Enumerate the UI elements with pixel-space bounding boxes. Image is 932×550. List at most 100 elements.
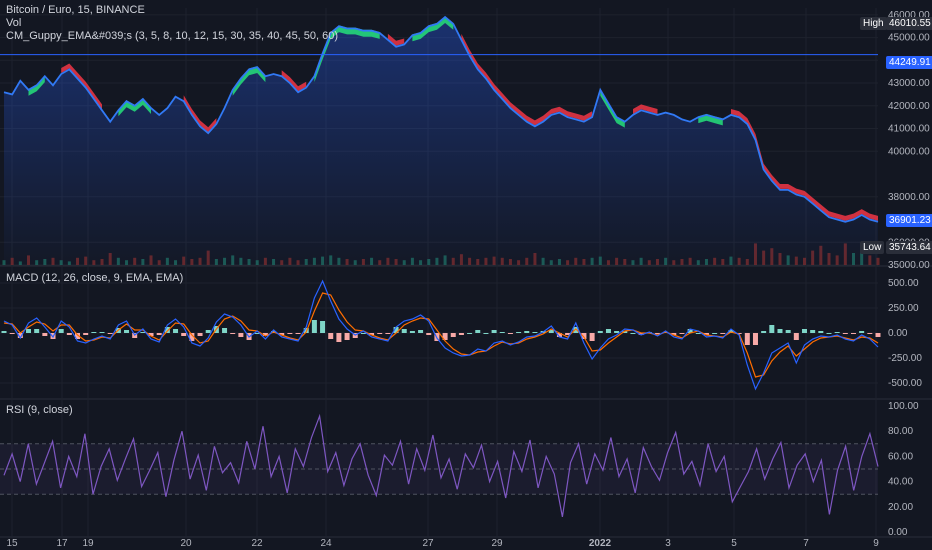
time-tick-label: 5 (731, 538, 737, 549)
time-tick-label: 29 (491, 538, 503, 549)
macd-tick-label: 250.00 (888, 303, 919, 314)
time-tick-label: 2022 (589, 538, 612, 549)
time-tick-label: 17 (56, 538, 68, 549)
macd-histogram-bar (458, 333, 464, 335)
price-tick-label: 42000.00 (888, 101, 930, 112)
macd-histogram-bar (777, 329, 783, 333)
macd-histogram-bar (164, 327, 170, 333)
macd-histogram-bar (442, 333, 448, 340)
macd-histogram-bar (107, 333, 113, 334)
high-value-tag: 46010.55 (886, 17, 932, 30)
rsi-tick-label: 20.00 (888, 502, 913, 513)
macd-histogram-bar (124, 330, 130, 333)
macd-histogram-bar (614, 331, 620, 333)
macd-histogram-bar (360, 333, 366, 334)
macd-histogram-bar (581, 333, 587, 339)
macd-histogram-bar (401, 329, 407, 333)
ema-ribbon-down (281, 70, 307, 92)
macd-histogram-bar (189, 333, 195, 341)
price-tick-label: 45000.00 (888, 33, 930, 44)
macd-histogram-bar (744, 333, 750, 345)
rsi-tick-label: 40.00 (888, 477, 913, 488)
time-tick-label: 15 (6, 538, 18, 549)
macd-histogram-bar (99, 332, 105, 333)
macd-histogram-bar (181, 333, 187, 336)
guppy-indicator-label[interactable]: CM_Guppy_EMA&#039;s (3, 5, 8, 10, 12, 15… (6, 30, 339, 42)
macd-histogram-bar (654, 333, 660, 334)
macd-histogram-bar (565, 333, 571, 335)
time-tick-label: 9 (873, 538, 879, 549)
ema-ribbon-down (731, 109, 878, 221)
macd-histogram-bar (793, 333, 799, 340)
macd-histogram-bar (638, 333, 644, 335)
macd-histogram-bar (761, 331, 767, 333)
macd-histogram-bar (328, 333, 334, 339)
macd-histogram-bar (42, 333, 48, 336)
macd-histogram-bar (262, 333, 268, 336)
macd-histogram-bar (222, 328, 228, 333)
price-tick-label: 43000.00 (888, 78, 930, 89)
macd-histogram-bar (818, 331, 824, 333)
macd-histogram-bar (393, 327, 399, 333)
macd-histogram-bar (91, 332, 97, 333)
macd-label[interactable]: MACD (12, 26, close, 9, EMA, EMA) (6, 272, 184, 284)
hline-value-tag: 44249.91 (886, 56, 932, 69)
rsi-label[interactable]: RSI (9, close) (6, 404, 73, 416)
ema-ribbon-down (387, 33, 405, 46)
time-tick-label: 24 (320, 538, 332, 549)
price-tick-label: 40000.00 (888, 146, 930, 157)
macd-histogram-bar (671, 333, 677, 335)
symbol-title[interactable]: Bitcoin / Euro, 15, BINANCE (6, 4, 145, 16)
macd-histogram-bar (9, 333, 15, 334)
price-line (3, 15, 879, 223)
volume-label[interactable]: Vol (6, 17, 22, 29)
rsi-tick-label: 60.00 (888, 451, 913, 462)
ema-ribbon-up (698, 113, 723, 126)
price-tick-label: 35000.00 (888, 260, 930, 271)
macd-histogram-bar (385, 333, 391, 334)
macd-histogram-bar (785, 330, 791, 333)
macd-histogram-bar (867, 333, 873, 334)
macd-signal-line (3, 292, 879, 378)
macd-line (3, 279, 879, 391)
macd-histogram-bar (26, 329, 32, 333)
macd-histogram-bar (295, 333, 301, 334)
macd-histogram-bar (409, 331, 415, 333)
macd-histogram-bar (695, 333, 701, 334)
rsi-pane (0, 413, 879, 518)
macd-histogram-bar (66, 333, 72, 335)
macd-histogram-bar (712, 333, 718, 334)
rsi-tick-label: 0.00 (888, 527, 908, 538)
rsi-tick-label: 80.00 (888, 426, 913, 437)
macd-histogram-bar (369, 333, 375, 335)
macd-histogram-bar (75, 333, 81, 339)
macd-histogram-bar (279, 333, 285, 335)
macd-tick-label: -500.00 (888, 378, 922, 389)
macd-histogram-bar (320, 321, 326, 333)
time-tick-label: 22 (251, 538, 263, 549)
macd-tick-label: 0.00 (888, 328, 908, 339)
macd-histogram-bar (254, 333, 260, 334)
macd-histogram-bar (834, 332, 840, 333)
macd-histogram-bar (826, 333, 832, 334)
price-area (4, 17, 878, 265)
macd-histogram-bar (605, 329, 611, 333)
macd-histogram-bar (548, 330, 554, 333)
macd-histogram-bar (875, 333, 881, 337)
ema-ribbon-up (412, 16, 454, 42)
macd-histogram-bar (842, 333, 848, 334)
macd-histogram-bar (597, 331, 603, 333)
last-price-tag: 36901.23 (886, 214, 932, 227)
macd-histogram-bar (311, 320, 317, 333)
macd-histogram-bar (483, 333, 489, 334)
macd-histogram-bar (467, 333, 473, 334)
macd-histogram-bar (377, 333, 383, 334)
macd-histogram-bar (156, 333, 162, 335)
macd-tick-label: 500.00 (888, 278, 919, 289)
macd-histogram-bar (499, 332, 505, 333)
macd-histogram-bar (703, 333, 709, 335)
time-tick-label: 27 (422, 538, 434, 549)
ema-ribbon-down (61, 63, 102, 110)
macd-histogram-bar (801, 329, 807, 333)
macd-histogram-bar (475, 330, 481, 333)
